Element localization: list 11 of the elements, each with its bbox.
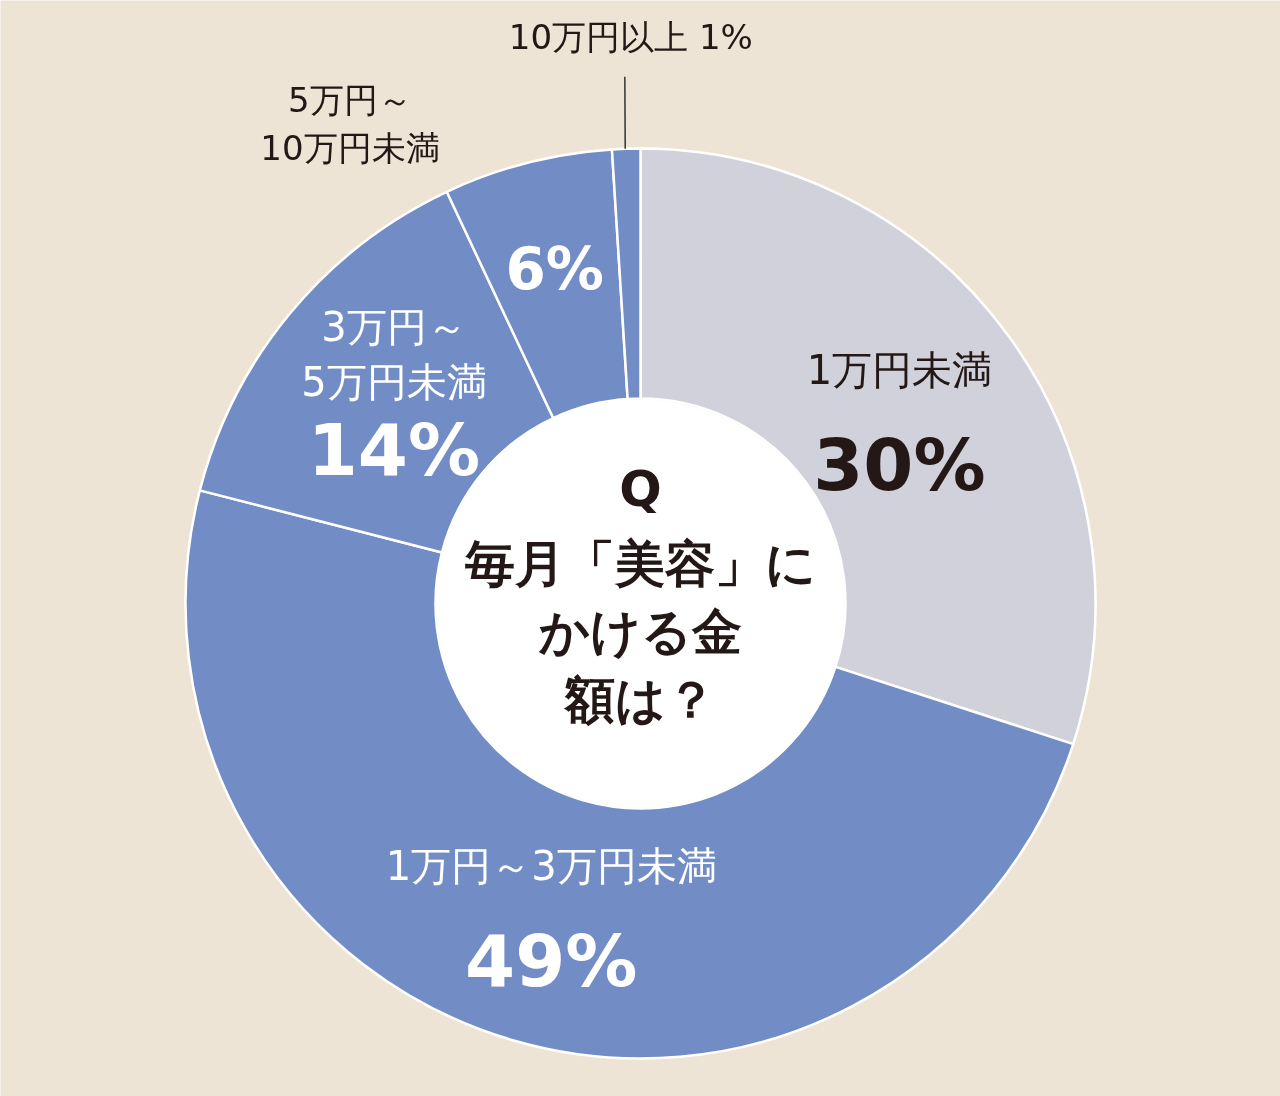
text: Q [619, 459, 662, 518]
slice-label: 10万円以上 1% [508, 16, 753, 57]
slice-label: 1万円未満 [806, 347, 993, 394]
data-label: 14% [307, 407, 481, 492]
slice-label: 3万円～5万円未満 [301, 303, 487, 406]
slice-label: 5万円～10万円未満 [260, 79, 440, 168]
data-label: 30% [813, 423, 986, 508]
data-label: 49% [465, 918, 638, 1003]
data-label: 6% [505, 235, 604, 304]
slice-label: 1万円～3万円未満 [385, 842, 717, 889]
text: 毎月「美容」にかける金額は？ [464, 534, 816, 729]
